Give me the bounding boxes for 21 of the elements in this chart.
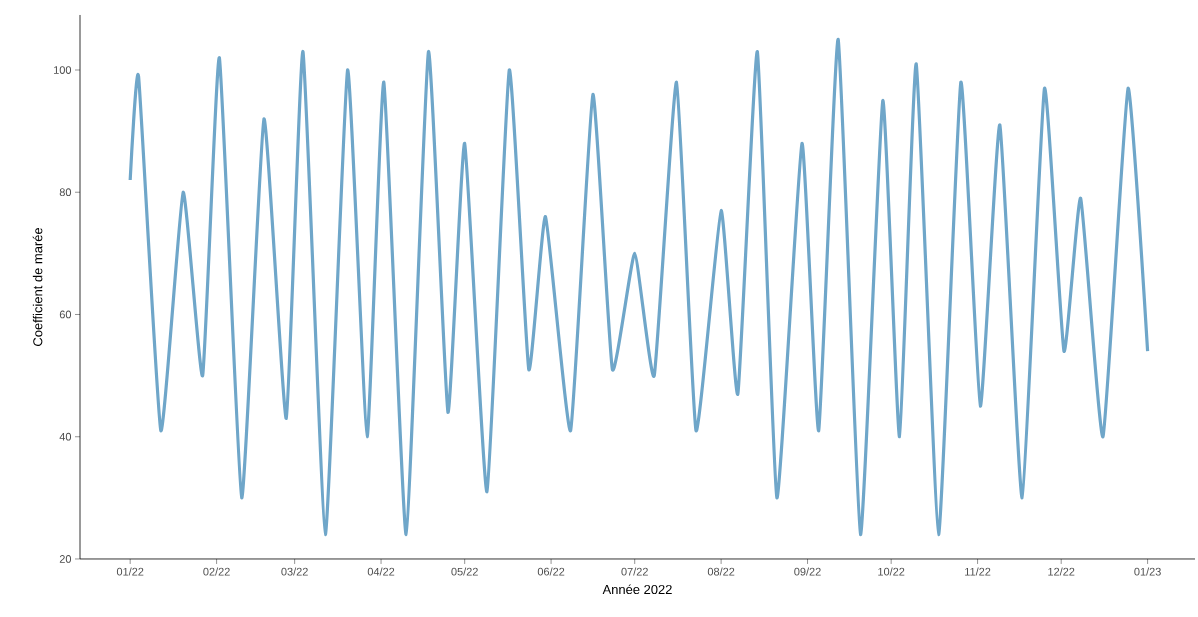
x-tick-label: 05/22	[451, 567, 478, 576]
y-axis-title: Coefficient de marée	[32, 227, 43, 346]
x-tick-label: 06/22	[537, 567, 565, 576]
x-tick-label: 01/23	[1134, 567, 1161, 576]
y-tick-label: 100	[54, 66, 72, 74]
y-tick-label: 20	[59, 555, 72, 563]
y-tick-label: 80	[59, 188, 72, 197]
x-tick-label: 01/22	[116, 567, 144, 576]
x-tick-label: 10/22	[878, 567, 905, 576]
x-tick-label: 08/22	[707, 567, 735, 576]
x-tick-label: 09/22	[794, 567, 821, 576]
x-axis-title: Année 2022	[602, 584, 672, 595]
line-series	[128, 37, 1150, 537]
x-tick-label: 11/22	[965, 567, 991, 576]
y-tick-label: 40	[59, 432, 72, 441]
x-tick-label: 03/22	[281, 567, 308, 576]
x-tick-label: 07/22	[621, 567, 648, 576]
y-tick-label: 60	[59, 310, 72, 319]
x-tick-label: 12/22	[1048, 567, 1075, 576]
x-tick-label: 04/22	[367, 567, 395, 576]
x-tick-label: 02/22	[203, 567, 230, 576]
